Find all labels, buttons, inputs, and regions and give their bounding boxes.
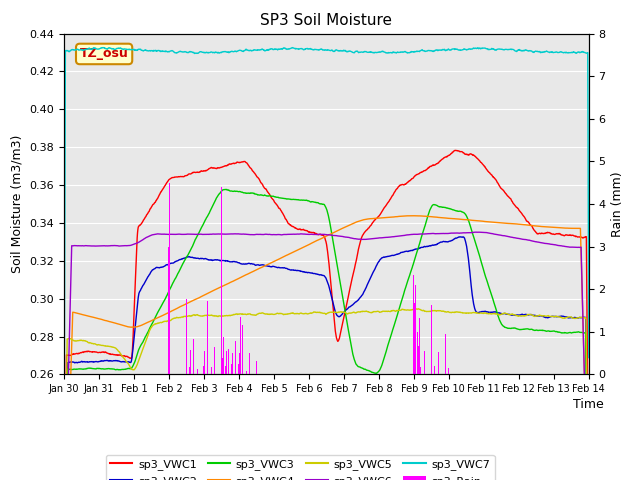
Legend: sp3_VWC1, sp3_VWC2, sp3_VWC3, sp3_VWC4, sp3_VWC5, sp3_VWC6, sp3_VWC7, sp3_Rain: sp3_VWC1, sp3_VWC2, sp3_VWC3, sp3_VWC4, … (106, 455, 495, 480)
Title: SP3 Soil Moisture: SP3 Soil Moisture (260, 13, 392, 28)
X-axis label: Time: Time (573, 398, 604, 411)
Text: TZ_osu: TZ_osu (80, 48, 129, 60)
Y-axis label: Rain (mm): Rain (mm) (611, 171, 624, 237)
Y-axis label: Soil Moisture (m3/m3): Soil Moisture (m3/m3) (11, 135, 24, 273)
